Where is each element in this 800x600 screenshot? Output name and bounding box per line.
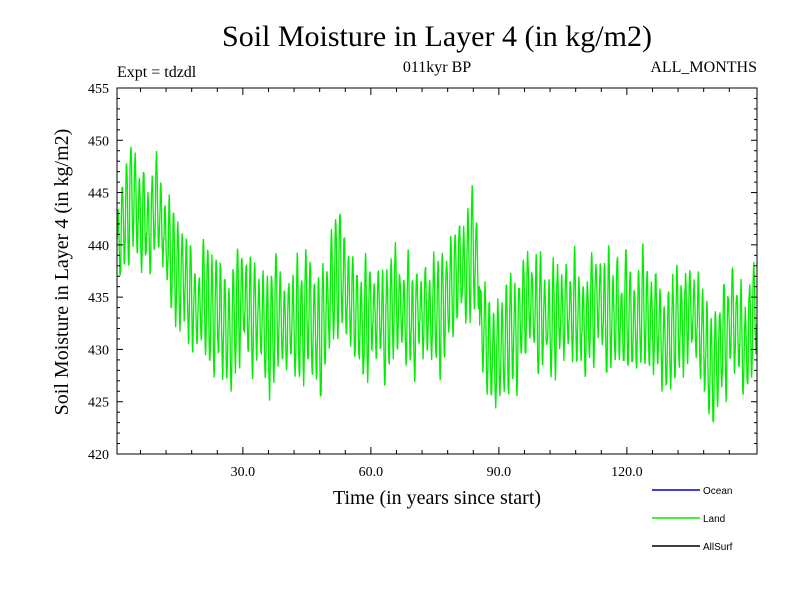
legend-label-ocean: Ocean xyxy=(703,486,732,497)
plot-area xyxy=(116,146,758,424)
x-tick-label: 90.0 xyxy=(487,465,512,480)
y-tick-label: 455 xyxy=(88,82,109,97)
y-tick-label: 440 xyxy=(88,239,109,254)
y-tick-label: 430 xyxy=(88,343,109,358)
chart-title: Soil Moisture in Layer 4 (in kg/m2) xyxy=(222,20,652,53)
y-tick-label: 435 xyxy=(88,291,109,306)
y-tick-label: 445 xyxy=(88,187,109,202)
subtitle-experiment: Expt = tdzdl xyxy=(117,64,197,81)
subtitle-months: ALL_MONTHS xyxy=(650,59,757,76)
plot-frame xyxy=(116,87,758,455)
x-tick-label: 60.0 xyxy=(359,465,384,480)
x-tick-label: 30.0 xyxy=(231,465,256,480)
legend: Ocean Land AllSurf xyxy=(652,486,733,553)
land-series-line xyxy=(116,146,758,424)
x-axis-label: Time (in years since start) xyxy=(333,487,541,509)
y-tick-label: 450 xyxy=(88,134,109,149)
legend-label-allsurf: AllSurf xyxy=(703,542,733,553)
y-axis-label: Soil Moisture in Layer 4 (in kg/m2) xyxy=(51,129,73,416)
y-tick-label: 420 xyxy=(88,448,109,463)
x-tick-label: 120.0 xyxy=(611,465,643,480)
axis-ticks: 420 425 430 435 440 445 450 455 30.0 60.0 90.0 120.… xyxy=(88,82,757,480)
y-tick-label: 425 xyxy=(88,396,109,411)
subtitle-period: 011kyr BP xyxy=(403,59,471,76)
legend-label-land: Land xyxy=(703,514,725,525)
